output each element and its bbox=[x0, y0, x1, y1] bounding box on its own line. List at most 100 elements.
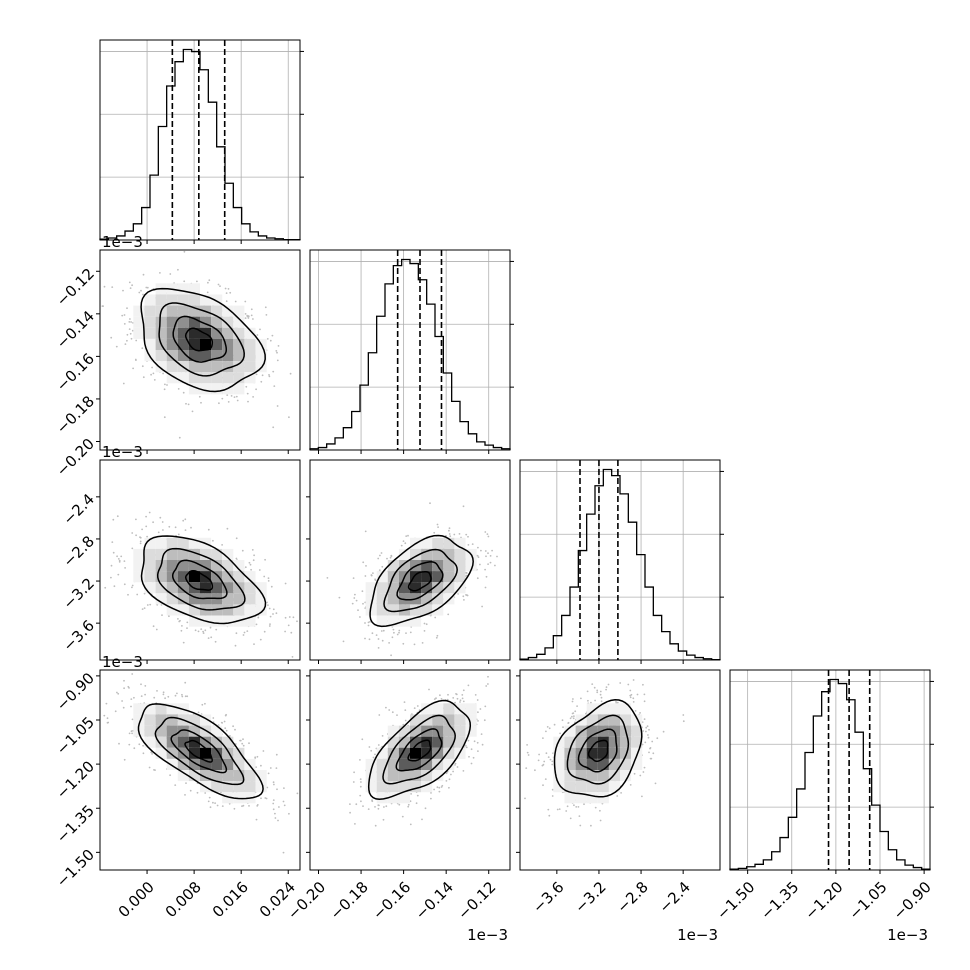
scatter-point bbox=[425, 623, 428, 626]
density-cell bbox=[211, 571, 223, 583]
scatter-point bbox=[463, 599, 465, 601]
scatter-point bbox=[255, 623, 258, 626]
density-cell bbox=[166, 593, 178, 605]
scatter-point bbox=[480, 549, 482, 552]
density-cell bbox=[432, 714, 444, 726]
scatter-point bbox=[130, 698, 133, 700]
scatter-point bbox=[227, 401, 230, 403]
scatter-point bbox=[353, 771, 355, 774]
scatter-point bbox=[225, 300, 228, 303]
scatter-point bbox=[477, 720, 479, 722]
scatter-point bbox=[461, 697, 464, 700]
scatter-point bbox=[439, 694, 441, 697]
scatter-point bbox=[148, 766, 151, 769]
scatter-point bbox=[471, 543, 474, 545]
density-cell bbox=[421, 593, 433, 605]
scatter-point bbox=[304, 839, 306, 841]
scatter-point bbox=[106, 717, 109, 720]
scatter-point bbox=[252, 559, 255, 562]
density-cell bbox=[421, 781, 433, 793]
scatter-point bbox=[407, 534, 409, 537]
scatter-point bbox=[260, 797, 262, 800]
scatter-point bbox=[112, 551, 115, 554]
scatter-point bbox=[242, 804, 245, 807]
scatter-point bbox=[448, 529, 450, 532]
scatter-point bbox=[405, 632, 407, 634]
contour-line-1 bbox=[158, 302, 245, 377]
density-cell bbox=[177, 736, 189, 748]
density-cell bbox=[200, 361, 212, 373]
scatter-point bbox=[180, 629, 183, 632]
scatter-point bbox=[176, 692, 178, 695]
scatter-point bbox=[362, 805, 364, 807]
scatter-point bbox=[272, 802, 275, 805]
scatter-point bbox=[457, 593, 459, 595]
scatter-point bbox=[235, 395, 238, 398]
scatter-point bbox=[143, 607, 146, 609]
density-cell bbox=[410, 615, 422, 627]
scatter-point bbox=[184, 518, 187, 521]
scatter-point bbox=[118, 742, 120, 745]
contour-line-3 bbox=[407, 571, 432, 592]
panel-content bbox=[100, 511, 298, 658]
scatter-point bbox=[430, 792, 432, 794]
density-cell bbox=[188, 537, 200, 549]
density-cell bbox=[188, 571, 200, 583]
scatter-point bbox=[467, 535, 469, 538]
scatter-point bbox=[208, 796, 211, 799]
density-cell bbox=[177, 571, 189, 583]
density-cell bbox=[233, 316, 245, 328]
contour-line-0 bbox=[140, 535, 267, 625]
scatter-point bbox=[391, 636, 394, 639]
scatter-point bbox=[194, 629, 197, 632]
density-cell bbox=[410, 582, 422, 594]
scatter-point bbox=[117, 558, 120, 560]
scatter-point bbox=[360, 800, 362, 803]
contour-line-2 bbox=[396, 561, 444, 601]
density-cell bbox=[222, 736, 234, 748]
density-cell bbox=[133, 316, 145, 328]
scatter-point bbox=[486, 533, 489, 535]
scatter-point bbox=[256, 755, 259, 758]
scatter-point bbox=[163, 416, 166, 419]
scatter-point bbox=[445, 772, 448, 775]
scatter-point bbox=[204, 629, 207, 632]
density-cell bbox=[410, 736, 422, 748]
scatter-point bbox=[459, 701, 461, 703]
density-cell bbox=[211, 747, 223, 759]
density-cell bbox=[155, 703, 167, 715]
density-cell bbox=[222, 305, 234, 317]
density-cell bbox=[454, 571, 466, 583]
density-cell bbox=[233, 305, 245, 317]
scatter-point bbox=[388, 709, 391, 711]
scatter-panel-2-0 bbox=[99, 459, 301, 661]
scatter-point bbox=[462, 700, 465, 703]
scatter-point bbox=[454, 764, 456, 766]
scatter-point bbox=[227, 288, 230, 290]
scatter-point bbox=[423, 630, 426, 632]
scatter-point bbox=[477, 750, 479, 752]
scatter-point bbox=[268, 375, 271, 378]
scatter-point bbox=[129, 332, 132, 335]
density-cell bbox=[398, 725, 410, 737]
scatter-point bbox=[241, 805, 243, 808]
scatter-point bbox=[270, 585, 273, 588]
scatter-point bbox=[141, 608, 144, 610]
histogram-panel-2 bbox=[519, 459, 724, 661]
scatter-point bbox=[145, 286, 148, 289]
scatter-point bbox=[139, 540, 142, 543]
scatter-point bbox=[124, 567, 126, 569]
scatter-point bbox=[472, 756, 475, 759]
scatter-point bbox=[129, 287, 132, 289]
scatter-point bbox=[244, 317, 247, 319]
scatter-point bbox=[252, 396, 255, 398]
density-cell bbox=[443, 571, 455, 583]
density-cell bbox=[166, 582, 178, 594]
density-cell bbox=[166, 560, 178, 572]
scatter-point bbox=[273, 385, 276, 387]
scatter-point bbox=[534, 769, 536, 772]
scatter-point bbox=[184, 695, 187, 698]
scatter-point bbox=[127, 685, 130, 688]
scatter-point bbox=[352, 577, 355, 579]
